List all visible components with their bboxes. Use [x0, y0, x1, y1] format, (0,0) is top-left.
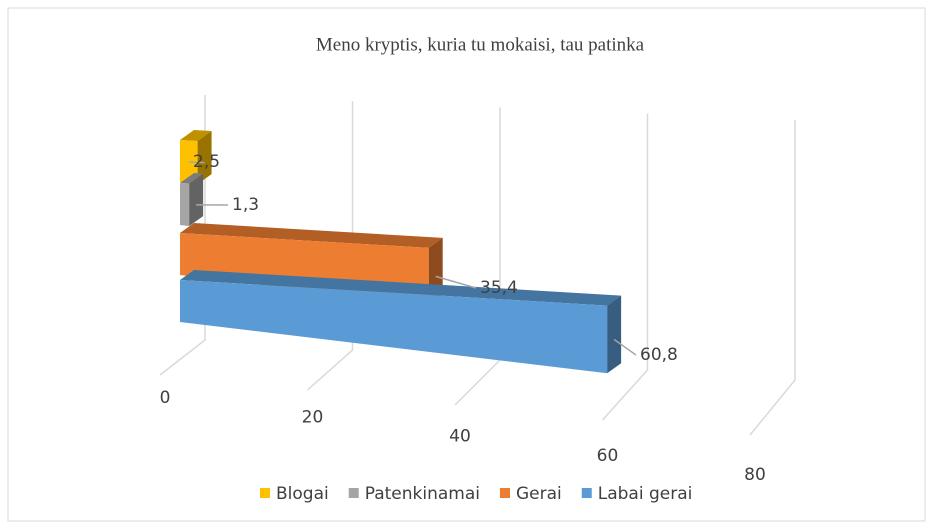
bar [180, 183, 190, 227]
chart-title: Meno kryptis, kuria tu mokaisi, tau pati… [316, 34, 645, 55]
data-label: 35,4 [480, 278, 518, 298]
x-tick-label: 40 [449, 427, 471, 447]
legend-label: Gerai [516, 484, 562, 504]
bar-top [180, 270, 622, 306]
bar-side [197, 131, 212, 185]
leader-line [188, 161, 205, 164]
grid-line [307, 101, 354, 391]
legend-label: Blogai [276, 484, 329, 504]
legend-swatch [581, 488, 592, 498]
grid-line [749, 120, 796, 436]
legend-swatch [499, 488, 510, 498]
legend-label: Labai gerai [598, 484, 693, 504]
data-label: 2,5 [193, 152, 220, 172]
x-tick-label: 20 [302, 407, 324, 427]
data-label: 1,3 [232, 195, 259, 215]
legend-swatch [348, 488, 359, 498]
bar-top [180, 173, 204, 184]
legend-label: Patenkinamai [365, 484, 480, 504]
data-label: 60,8 [640, 345, 678, 365]
x-tick-label: 80 [744, 465, 766, 485]
grid-line [601, 113, 649, 421]
bar [180, 140, 198, 185]
bar-side [189, 173, 204, 227]
bar-side [607, 295, 622, 374]
bar-top [180, 130, 212, 142]
legend-swatch [260, 488, 270, 498]
leader-line [613, 338, 637, 356]
chart-border [7, 7, 926, 522]
bar-top [180, 223, 443, 248]
x-tick-label: 0 [160, 388, 171, 408]
x-tick-label: 60 [597, 446, 619, 466]
bar [180, 280, 608, 374]
leader-line [435, 275, 477, 289]
